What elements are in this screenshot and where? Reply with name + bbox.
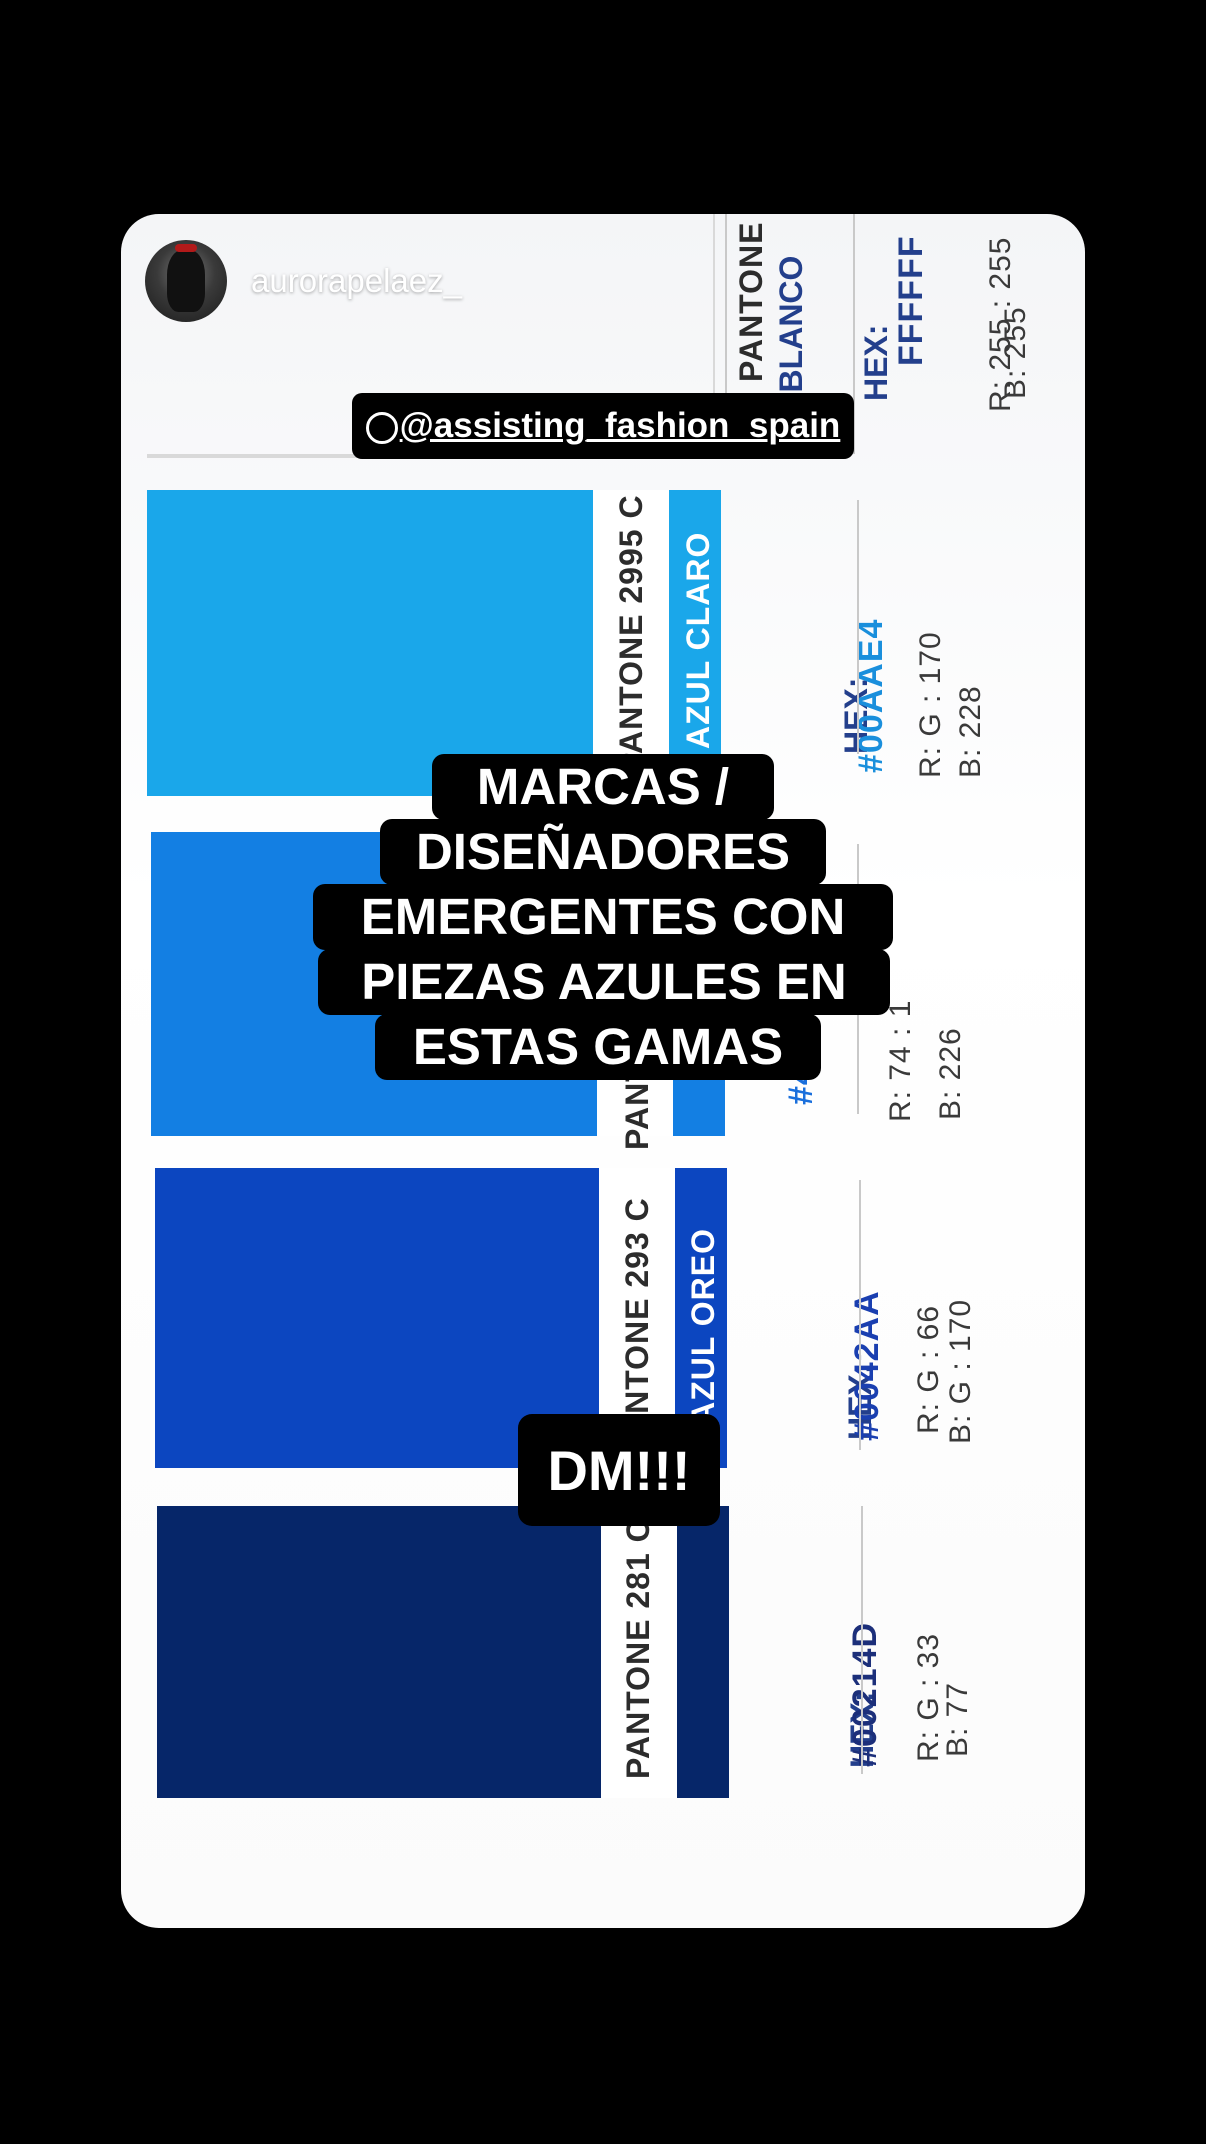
rgb-line: R: G : 66 xyxy=(912,1304,945,1434)
rgb-line: B: 226 xyxy=(934,1027,967,1120)
rgb-line: B: G : 170 xyxy=(944,1298,977,1444)
story-header[interactable]: aurorapelaez_ xyxy=(145,240,462,322)
color-strip xyxy=(677,1506,729,1798)
colorname-label: AZUL CLARO xyxy=(680,531,716,749)
mention-sticker[interactable]: @assisting_fashion_spain xyxy=(352,393,854,459)
name-strip xyxy=(593,490,669,796)
caption-line: MARCAS / xyxy=(432,754,774,820)
rgb-line: B: 255 xyxy=(999,306,1032,399)
hex-value: #0042AA xyxy=(848,1290,886,1441)
threads-icon xyxy=(365,412,398,444)
pantone-label: PANTONE 2995 C xyxy=(613,494,649,774)
rgb-line: B: 228 xyxy=(954,685,987,778)
caption-line: PIEZAS AZULES EN xyxy=(318,949,890,1015)
hex-key: HEX: xyxy=(858,324,894,401)
divider-line xyxy=(725,214,727,454)
color-strip xyxy=(669,490,721,796)
caption-line: ESTAS GAMAS xyxy=(375,1014,821,1080)
rgb-line: R: G : 170 xyxy=(914,631,947,778)
rgb-line: B: 77 xyxy=(941,1681,974,1757)
divider-line xyxy=(857,500,859,754)
avatar[interactable] xyxy=(145,240,227,322)
colorname-label: BLANCO xyxy=(773,255,809,393)
colorname-label: AZUL OREO xyxy=(685,1228,721,1425)
divider-line xyxy=(859,1180,861,1450)
swatch-2995c xyxy=(147,490,593,796)
hex-value: #00214D xyxy=(846,1621,884,1767)
name-strip xyxy=(601,1506,677,1798)
story-card: PANTONE 743C BLANCO HEX: FFFFFF R: 255 :… xyxy=(121,214,1085,1928)
caption-line: DISEÑADORES xyxy=(380,819,826,885)
divider-line xyxy=(853,214,855,454)
dm-sticker: DM!!! xyxy=(518,1414,720,1526)
mention-text: @assisting_fashion_spain xyxy=(399,406,841,445)
hex-value: FFFFFF xyxy=(892,235,930,366)
username[interactable]: aurorapelaez_ xyxy=(251,262,462,299)
divider-line xyxy=(861,1506,863,1774)
pantone-label: PANTONE 743C xyxy=(733,214,769,382)
swatch-281c xyxy=(157,1506,601,1798)
pantone-label: PANTONE 281 C xyxy=(620,1518,656,1779)
caption-line: EMERGENTES CON xyxy=(313,884,893,950)
